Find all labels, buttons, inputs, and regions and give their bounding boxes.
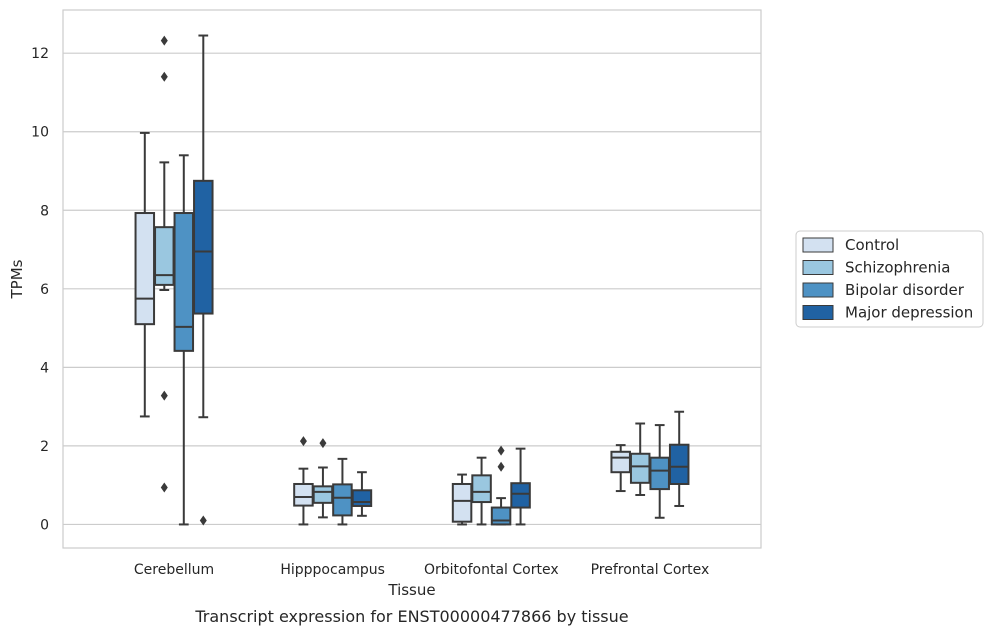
box: [173, 154, 195, 526]
box: [668, 410, 690, 507]
box: [629, 422, 651, 496]
box: [610, 444, 631, 493]
outlier-point: [160, 35, 168, 46]
box-series: [134, 34, 690, 526]
y-tick-label: 6: [40, 282, 49, 298]
outlier-point: [497, 461, 505, 472]
box-iqr: [649, 456, 670, 491]
box: [134, 131, 156, 418]
outlier-point: [319, 438, 327, 449]
legend-swatch: [802, 305, 834, 320]
box-iqr: [173, 212, 195, 352]
legend-swatch: [802, 237, 834, 253]
box-iqr: [471, 474, 492, 504]
x-tick-label: Orbitofontal Cortex: [424, 562, 559, 578]
box-iqr: [610, 450, 631, 474]
box: [451, 473, 473, 526]
legend-label: Control: [845, 236, 899, 254]
outlier-point: [160, 482, 168, 493]
outlier-point: [199, 515, 207, 526]
box: [490, 445, 512, 526]
legend-swatch: [802, 282, 834, 298]
y-tick-label: 8: [40, 203, 49, 219]
outlier-point: [160, 71, 168, 82]
y-tick-label: 12: [31, 46, 49, 62]
x-tick-label: Prefrontal Cortex: [591, 562, 710, 578]
series-control: [134, 131, 631, 526]
series-major-depression: [193, 34, 690, 526]
box-iqr: [332, 483, 353, 517]
box: [312, 438, 334, 519]
box: [351, 471, 373, 517]
x-tick-label: Hipppocampus: [280, 562, 385, 578]
box-iqr: [451, 482, 473, 523]
legend-label: Schizophrenia: [845, 259, 950, 277]
box-iqr: [293, 482, 314, 507]
box: [154, 35, 175, 493]
y-axis-label: TPMs: [8, 259, 26, 299]
box-iqr: [668, 443, 690, 485]
outlier-point: [160, 390, 168, 401]
box: [510, 447, 531, 526]
box-iqr: [351, 489, 373, 507]
box-iqr: [134, 212, 156, 326]
box-iqr: [312, 485, 334, 504]
x-tick-labels: Cerebellum Hipppocampus Orbitofontal Corte…: [134, 562, 709, 578]
outlier-point: [497, 445, 505, 456]
legend-frame: [795, 230, 984, 328]
legend-swatch: [802, 260, 834, 275]
y-tick-label: 4: [40, 360, 49, 376]
legend: Control Schizophrenia Bipolar disorder Majo…: [795, 230, 984, 328]
box-iqr: [193, 179, 214, 315]
x-axis-label: Tissue: [387, 581, 435, 599]
box-iqr: [629, 452, 651, 484]
legend-label: Major depression: [845, 304, 973, 322]
box-iqr: [490, 506, 512, 526]
y-tick-label: 0: [40, 517, 49, 533]
outlier-point: [299, 436, 307, 447]
y-tick-labels: 0 2 4 6 8 10 12: [31, 46, 49, 533]
box: [193, 34, 214, 526]
box-iqr: [154, 226, 175, 286]
y-tick-label: 2: [40, 439, 49, 455]
box: [471, 456, 492, 526]
plot-frame: [62, 9, 762, 549]
x-tick-label: Cerebellum: [134, 562, 214, 578]
y-tick-label: 10: [31, 125, 49, 141]
box-iqr: [510, 482, 531, 509]
series-schizophrenia: [154, 35, 651, 526]
series-bipolar-disorder: [173, 154, 670, 526]
box: [649, 424, 670, 519]
legend-label: Bipolar disorder: [845, 281, 965, 299]
chart-caption: Transcript expression for ENST0000047786…: [194, 607, 628, 626]
